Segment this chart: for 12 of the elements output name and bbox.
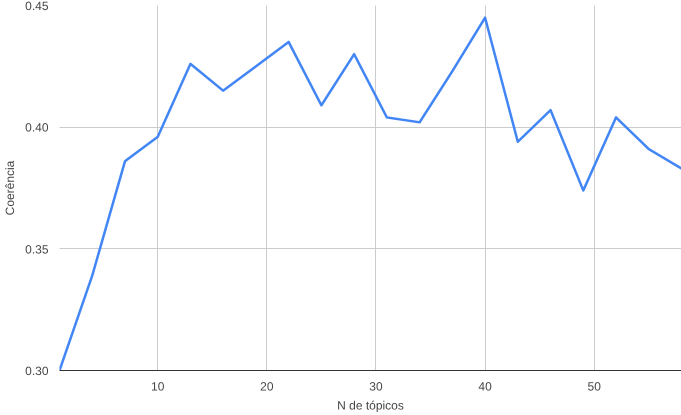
y-tick-label: 0.40 (25, 120, 49, 135)
y-tick-label: 0.45 (25, 0, 49, 13)
x-tick-label: 40 (478, 380, 492, 394)
y-tick-label: 0.35 (25, 242, 49, 256)
y-axis-title: Coerência (3, 160, 18, 216)
x-tick-label: 20 (260, 380, 274, 394)
line-series (60, 16, 681, 370)
y-tick-label: 0.30 (25, 364, 49, 378)
x-tick-label: 10 (151, 380, 165, 394)
x-axis-title: N de tópicos (337, 398, 404, 412)
x-tick-label: 30 (369, 380, 383, 394)
x-tick-label: 50 (588, 380, 602, 394)
